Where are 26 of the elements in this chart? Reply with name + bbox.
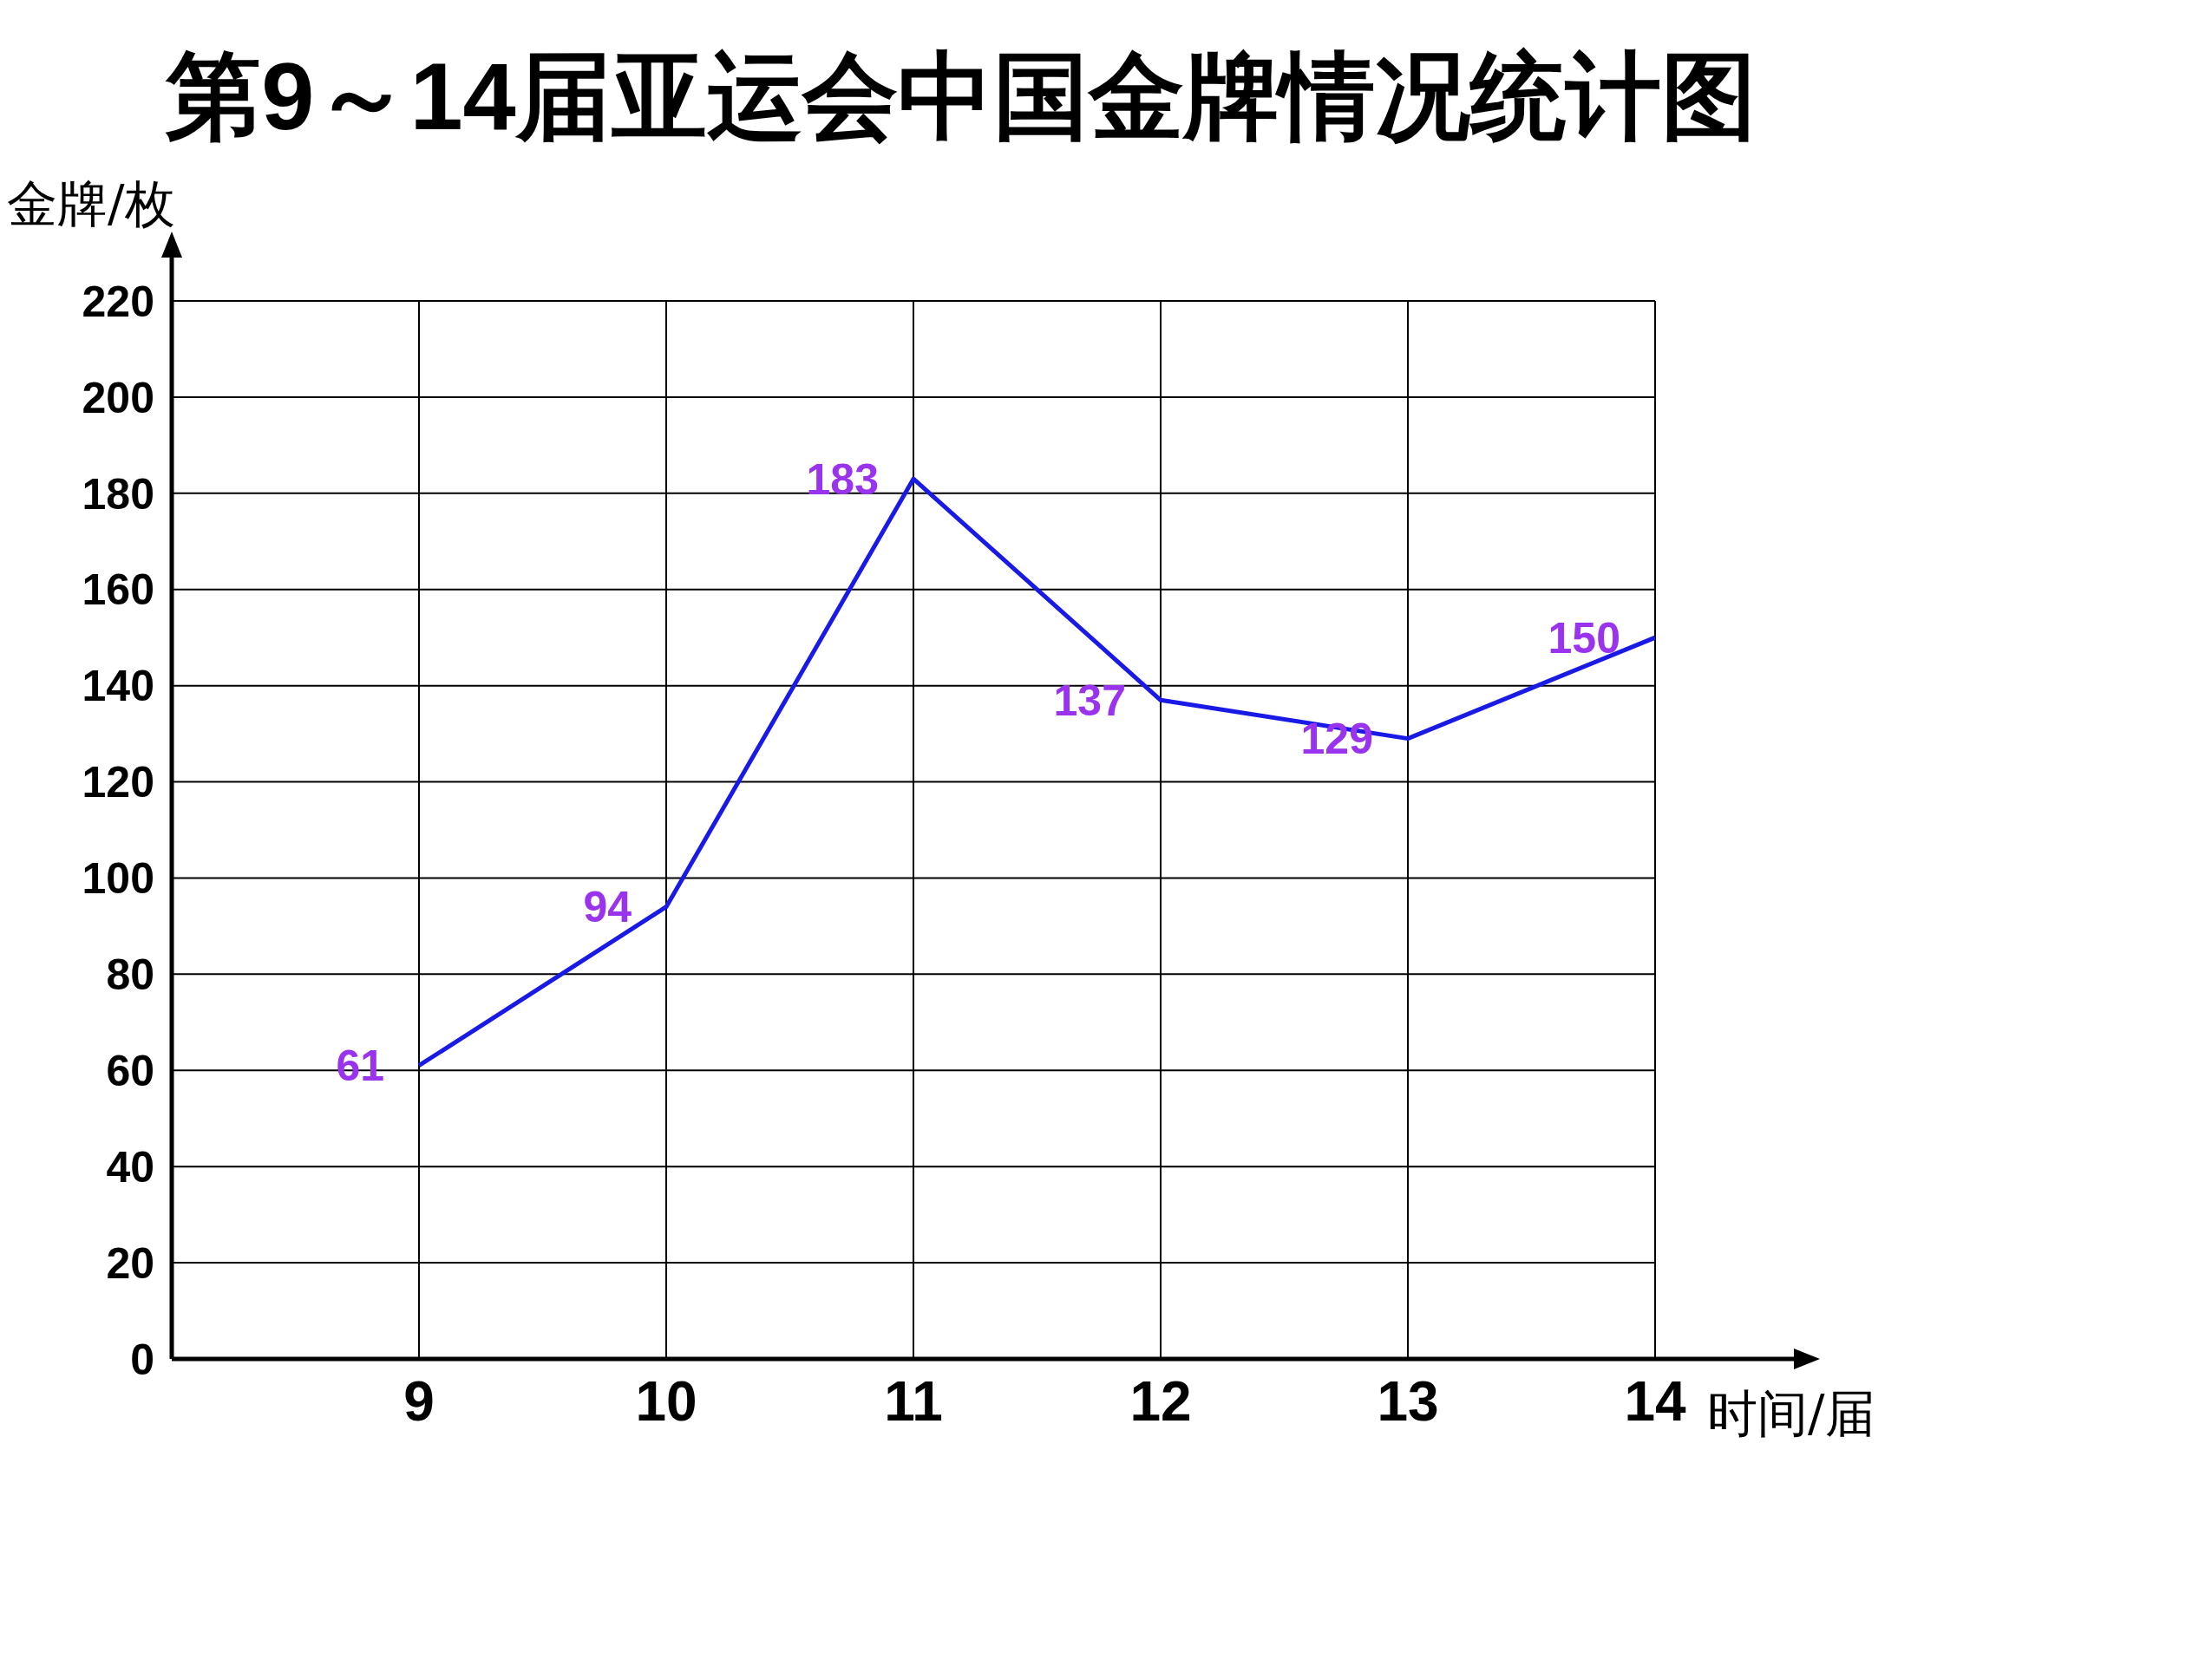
- chart-title: 第9～14届亚运会中国金牌情况统计图: [165, 42, 1757, 151]
- y-tick-label: 180: [82, 469, 154, 519]
- y-tick-label: 60: [106, 1047, 154, 1096]
- x-tick-label: 14: [1624, 1370, 1686, 1434]
- y-tick-label: 100: [82, 854, 154, 904]
- x-tick-label: 10: [635, 1370, 697, 1434]
- y-tick-label: 160: [82, 565, 154, 615]
- y-tick-label: 120: [82, 758, 154, 807]
- data-label: 94: [583, 883, 632, 932]
- y-tick-label: 20: [106, 1238, 154, 1288]
- x-tick-label: 9: [403, 1370, 435, 1434]
- y-tick-label: 40: [106, 1142, 154, 1192]
- x-tick-label: 13: [1377, 1370, 1439, 1434]
- data-label: 137: [1053, 676, 1126, 726]
- y-tick-label: 80: [106, 950, 154, 1000]
- x-axis-title: 时间/届: [1707, 1383, 1875, 1445]
- data-label: 150: [1548, 613, 1620, 663]
- data-label: 183: [806, 454, 879, 504]
- y-tick-label: 140: [82, 662, 154, 711]
- x-tick-label: 12: [1129, 1370, 1192, 1434]
- y-axis-title: 金牌/枚: [7, 173, 175, 235]
- data-label: 129: [1300, 715, 1373, 764]
- y-tick-label: 220: [82, 277, 154, 326]
- y-tick-label: 0: [130, 1335, 154, 1384]
- x-tick-label: 11: [884, 1370, 943, 1434]
- y-tick-label: 200: [82, 373, 154, 422]
